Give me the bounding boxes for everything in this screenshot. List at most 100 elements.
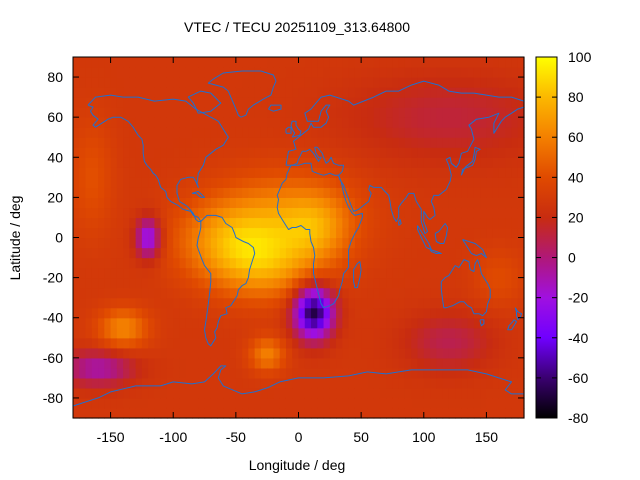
heatmap-cell	[398, 377, 406, 389]
heatmap-cell	[386, 357, 394, 369]
heatmap-cell	[430, 347, 437, 359]
heatmap-cell	[91, 57, 99, 68]
heatmap-cell	[298, 207, 306, 219]
heatmap-cell	[467, 117, 475, 128]
heatmap-cell	[329, 277, 337, 289]
heatmap-cell	[210, 217, 218, 229]
heatmap-cell	[135, 57, 143, 68]
heatmap-cell	[304, 187, 312, 198]
heatmap-cell	[404, 387, 412, 399]
heatmap-cell	[442, 317, 450, 329]
heatmap-cell	[417, 287, 425, 299]
heatmap-cell	[342, 87, 350, 98]
heatmap-cell	[285, 347, 293, 359]
heatmap-cell	[404, 107, 412, 118]
heatmap-cell	[292, 317, 300, 329]
heatmap-cell	[148, 197, 156, 209]
heatmap-cell	[285, 57, 293, 68]
heatmap-cell	[267, 317, 275, 329]
heatmap-cell	[367, 117, 375, 128]
heatmap-cell	[135, 247, 143, 259]
heatmap-cell	[210, 267, 218, 279]
heatmap-cell	[404, 127, 412, 138]
coastline-africa	[276, 162, 363, 309]
heatmap-cell	[373, 197, 381, 209]
heatmap-cell	[379, 317, 387, 329]
heatmap-cell	[73, 197, 80, 209]
heatmap-cell	[411, 257, 419, 269]
heatmap-cell	[455, 277, 462, 289]
heatmap-cell	[166, 207, 174, 219]
heatmap-cell	[436, 397, 444, 409]
heatmap-cell	[223, 227, 231, 239]
heatmap-cell	[279, 357, 287, 369]
heatmap-cell	[248, 187, 256, 198]
heatmap-cell	[192, 267, 199, 279]
heatmap-cell	[423, 227, 431, 239]
heatmap-cell	[448, 337, 456, 349]
heatmap-cell	[285, 177, 293, 188]
heatmap-cell	[517, 117, 525, 128]
heatmap-cell	[217, 237, 224, 249]
heatmap-cell	[517, 327, 525, 339]
heatmap-cell	[317, 347, 325, 359]
heatmap-cell	[361, 227, 368, 239]
heatmap-cell	[342, 107, 350, 118]
heatmap-cell	[129, 147, 137, 158]
heatmap-cell	[361, 57, 368, 68]
heatmap-cell	[185, 227, 193, 239]
heatmap-cell	[104, 297, 112, 309]
heatmap-cell	[498, 77, 506, 88]
heatmap-cell	[386, 317, 394, 329]
heatmap-cell	[386, 227, 394, 239]
heatmap-cell	[116, 97, 124, 108]
heatmap-cell	[511, 77, 519, 88]
heatmap-cell	[166, 117, 174, 128]
heatmap-cell	[423, 347, 431, 359]
heatmap-cell	[223, 267, 231, 279]
heatmap-cell	[498, 207, 506, 219]
heatmap-cell	[242, 157, 249, 168]
heatmap-cell	[461, 207, 469, 219]
heatmap-cell	[173, 57, 181, 68]
heatmap-cell	[273, 97, 281, 108]
heatmap-cell	[498, 247, 506, 259]
heatmap-cell	[379, 177, 387, 188]
coastline-japan	[460, 146, 481, 176]
heatmap-cell	[486, 97, 494, 108]
heatmap-cell	[260, 317, 268, 329]
heatmap-cell	[279, 397, 287, 409]
heatmap-cell	[348, 177, 356, 188]
heatmap-cell	[298, 407, 306, 419]
heatmap-cell	[85, 327, 93, 339]
heatmap-cell	[154, 257, 162, 269]
heatmap-cell	[267, 297, 275, 309]
heatmap-cell	[398, 87, 406, 98]
heatmap-cell	[379, 287, 387, 299]
heatmap-cell	[323, 137, 331, 148]
heatmap-cell	[235, 307, 243, 319]
heatmap-cell	[285, 157, 293, 168]
heatmap-cell	[361, 127, 368, 138]
heatmap-cell	[192, 347, 199, 359]
heatmap-cell	[430, 57, 437, 68]
heatmap-cell	[73, 357, 80, 369]
x-tick-label: 50	[353, 429, 369, 445]
heatmap-cell	[273, 227, 281, 239]
heatmap-cell	[185, 107, 193, 118]
heatmap-cell	[242, 327, 249, 339]
heatmap-cell	[154, 237, 162, 249]
heatmap-cell	[260, 97, 268, 108]
heatmap-cell	[160, 217, 168, 229]
heatmap-cell	[317, 317, 325, 329]
heatmap-cell	[304, 267, 312, 279]
heatmap-cell	[198, 287, 206, 299]
heatmap-cell	[311, 257, 318, 269]
heatmap-cell	[204, 387, 212, 399]
heatmap-cell	[354, 177, 362, 188]
heatmap-cell	[273, 167, 281, 178]
heatmap-cell	[392, 87, 400, 98]
heatmap-cell	[442, 97, 450, 108]
heatmap-cell	[448, 197, 456, 209]
